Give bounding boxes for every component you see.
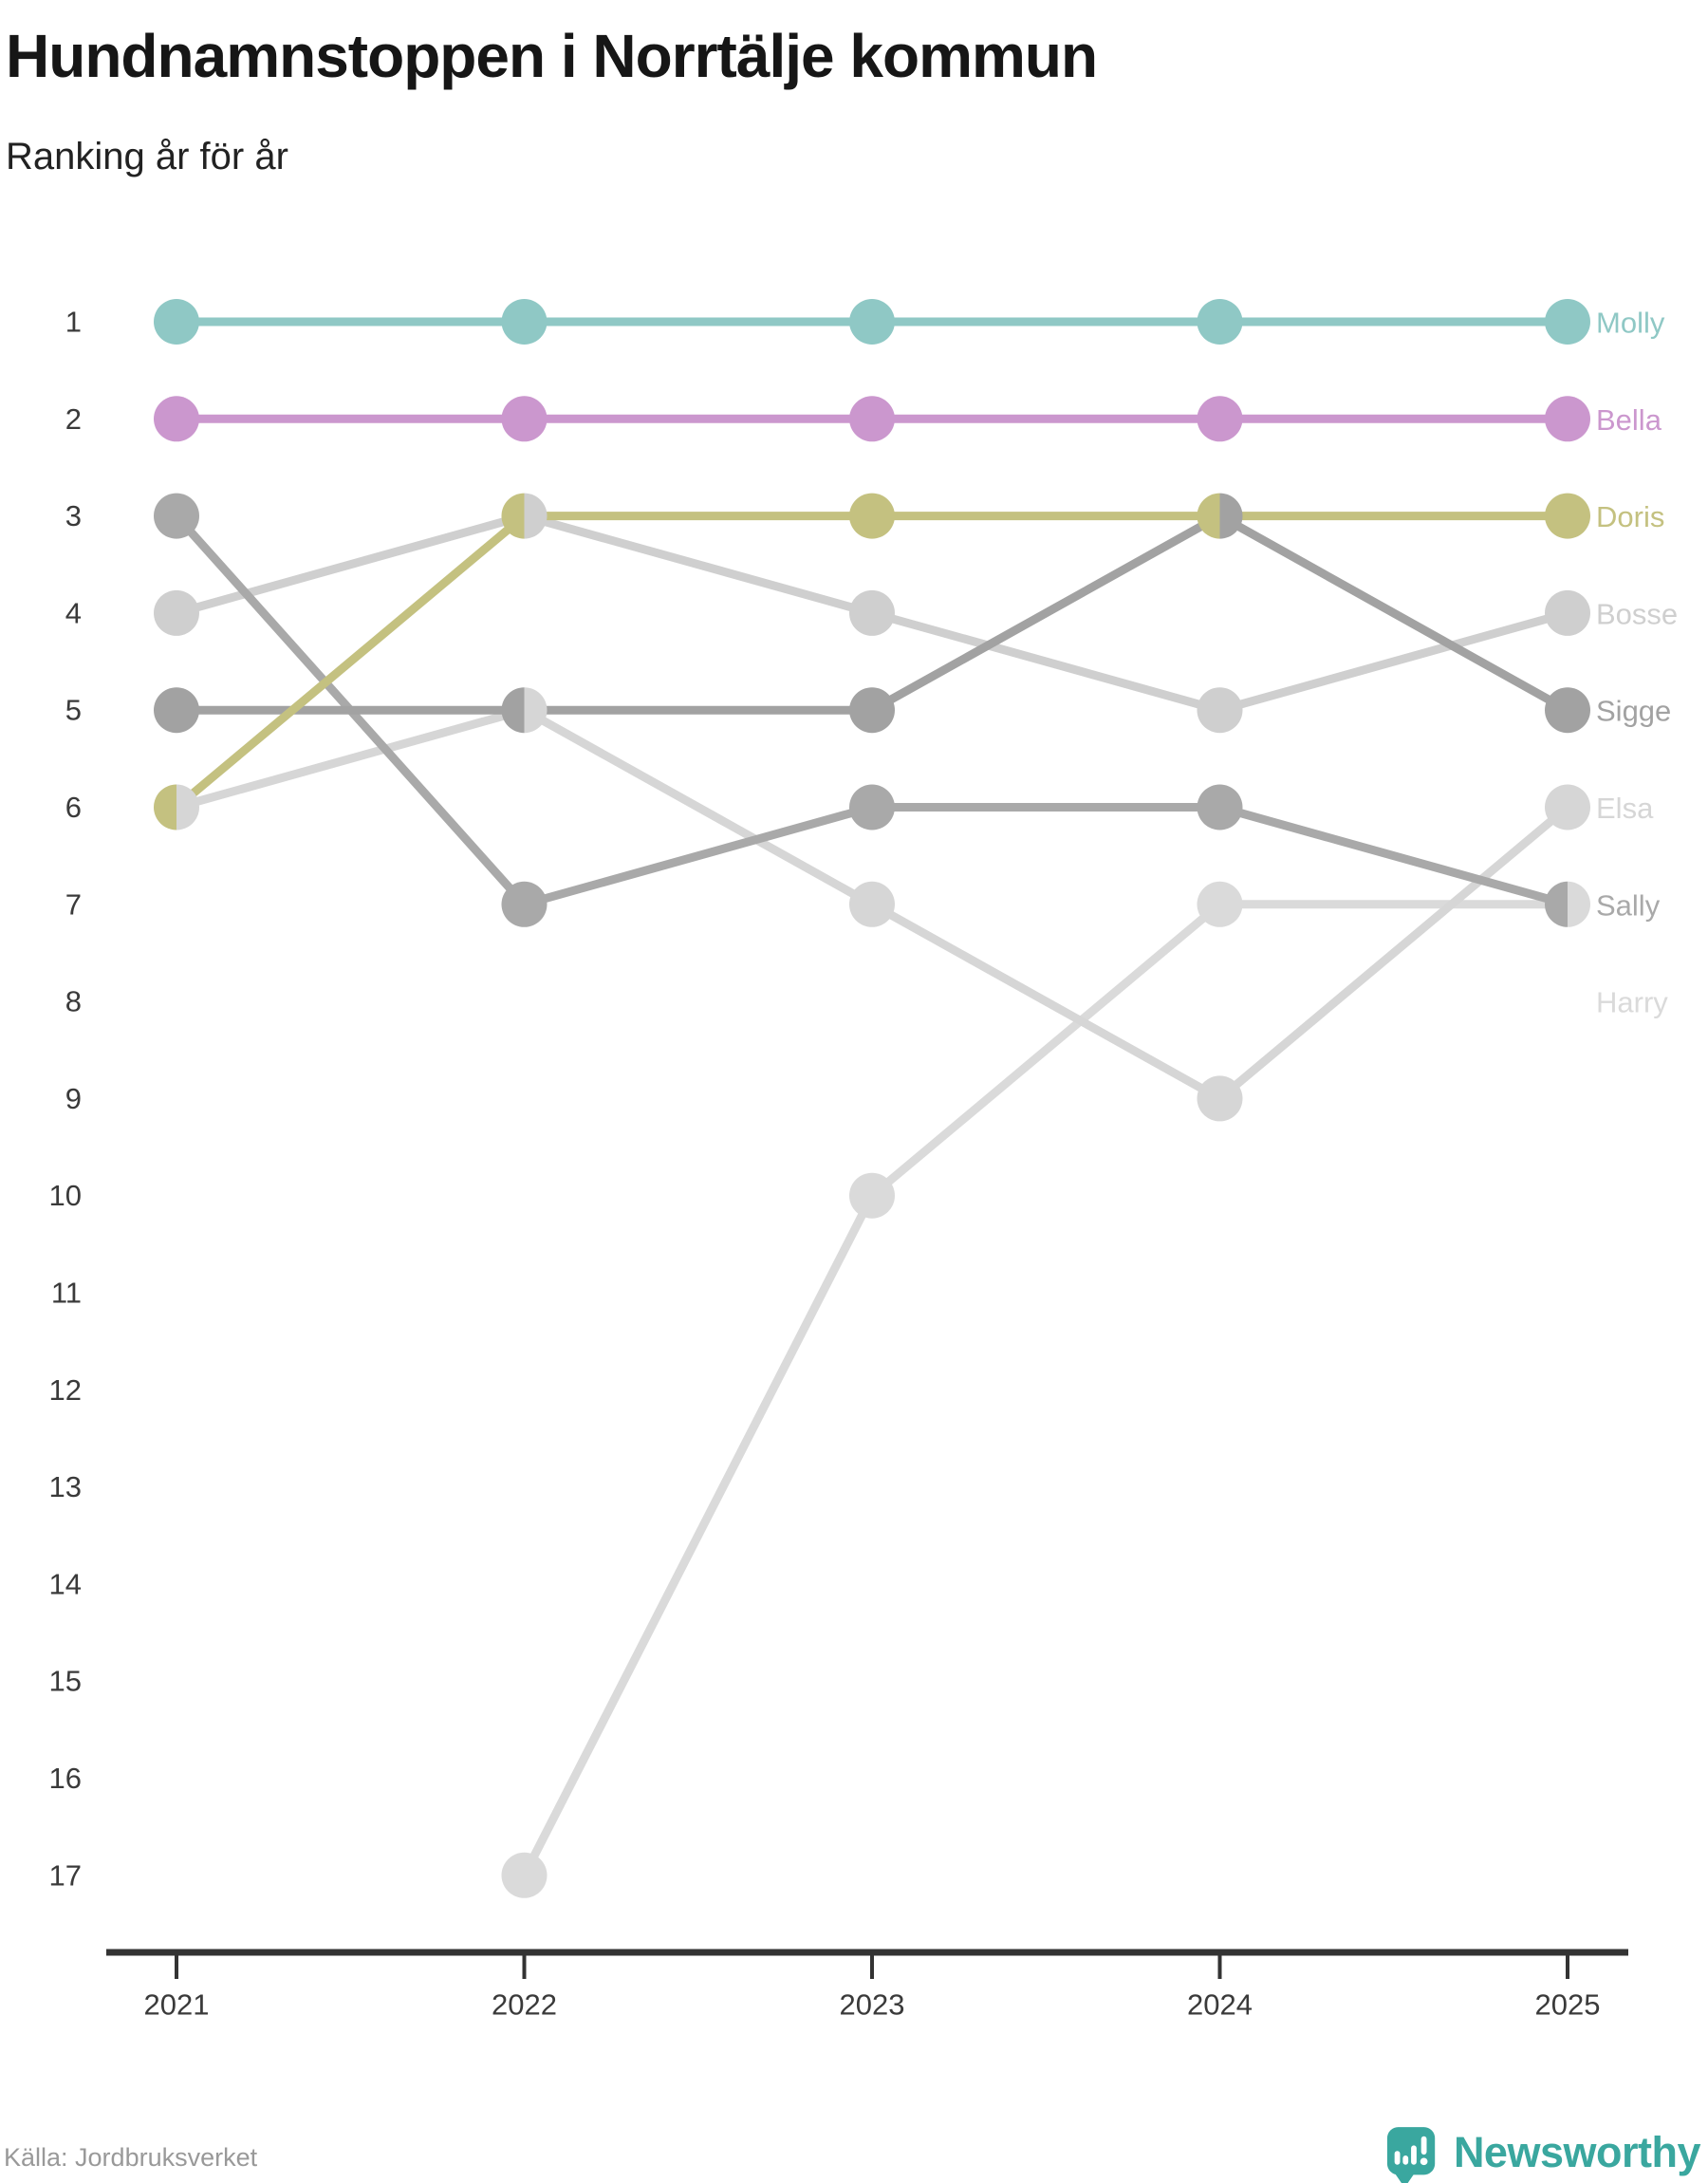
series-label-molly: Molly xyxy=(1596,307,1665,340)
series-label-harry: Harry xyxy=(1596,986,1668,1019)
data-dot-elsa xyxy=(1545,784,1590,830)
data-dot-sally xyxy=(849,784,895,830)
y-tick-label: 14 xyxy=(49,1567,82,1600)
data-dot-molly xyxy=(154,299,199,345)
source-note: Källa: Jordbruksverket xyxy=(4,2143,258,2172)
data-dot-half-doris xyxy=(154,784,176,830)
y-tick-label: 12 xyxy=(49,1373,82,1407)
data-dot-bosse xyxy=(849,589,895,636)
data-dot-harry xyxy=(1197,881,1243,927)
x-tick-label: 2024 xyxy=(1187,1988,1253,2022)
data-dot-elsa xyxy=(849,881,895,927)
y-tick-label: 6 xyxy=(65,791,82,824)
data-dot-bella xyxy=(501,396,548,442)
y-tick-label: 3 xyxy=(65,499,82,532)
y-tick-label: 2 xyxy=(65,402,82,436)
y-tick-label: 1 xyxy=(65,306,82,339)
series-label-doris: Doris xyxy=(1596,500,1664,533)
data-dot-half-bosse xyxy=(524,493,548,539)
data-dot-bella xyxy=(849,396,895,442)
x-tick-label: 2023 xyxy=(840,1988,905,2022)
data-dot-molly xyxy=(1197,299,1243,345)
x-tick-label: 2021 xyxy=(144,1988,210,2022)
series-label-bosse: Bosse xyxy=(1596,597,1678,630)
data-dot-half-doris xyxy=(501,493,525,539)
y-tick-label: 10 xyxy=(49,1179,82,1212)
data-dot-half-sigge xyxy=(1219,493,1243,539)
chart-subtitle: Ranking år för år xyxy=(6,136,288,177)
data-dot-half-sally xyxy=(1545,881,1568,927)
data-dot-molly xyxy=(501,299,548,345)
y-tick-label: 13 xyxy=(49,1470,82,1503)
data-dot-half-elsa xyxy=(176,784,199,830)
data-dot-elsa xyxy=(1197,1075,1243,1122)
y-tick-label: 9 xyxy=(65,1082,82,1115)
data-dot-harry xyxy=(849,1172,895,1219)
data-dot-molly xyxy=(849,299,895,345)
y-tick-label: 7 xyxy=(65,887,82,921)
x-tick-label: 2022 xyxy=(492,1988,557,2022)
page-title: Hundnamnstoppen i Norrtälje kommun xyxy=(6,22,1098,90)
newsworthy-wordmark: Newsworthy xyxy=(1453,2128,1701,2176)
data-dot-molly xyxy=(1545,299,1590,345)
data-dot-doris xyxy=(1545,493,1590,539)
data-dot-bella xyxy=(154,396,199,442)
y-tick-label: 15 xyxy=(49,1665,82,1698)
series-label-bella: Bella xyxy=(1596,403,1662,437)
series-label-sally: Sally xyxy=(1596,888,1661,922)
data-dot-bosse xyxy=(1545,589,1590,636)
data-dot-bosse xyxy=(1197,687,1243,734)
y-tick-label: 5 xyxy=(65,694,82,727)
data-dot-sally xyxy=(1197,784,1243,830)
series-line-harry xyxy=(520,900,1572,1880)
y-tick-label: 8 xyxy=(65,985,82,1018)
data-dot-harry xyxy=(501,1852,548,1898)
series-label-elsa: Elsa xyxy=(1596,792,1654,825)
y-tick-label: 11 xyxy=(51,1277,82,1310)
series-line-doris xyxy=(172,512,1572,812)
data-dot-sally xyxy=(154,493,199,539)
data-dot-bella xyxy=(1197,396,1243,442)
data-dot-half-elsa xyxy=(524,687,548,734)
y-tick-label: 17 xyxy=(49,1858,82,1892)
data-dot-sigge xyxy=(154,687,199,734)
newsworthy-pin-icon xyxy=(1386,2127,1436,2183)
data-dot-sally xyxy=(501,881,548,927)
series-label-sigge: Sigge xyxy=(1596,695,1671,728)
data-dot-bella xyxy=(1545,396,1590,442)
data-dot-doris xyxy=(849,493,895,539)
data-dot-sigge xyxy=(1545,687,1590,734)
data-dot-half-doris xyxy=(1197,493,1220,539)
y-tick-label: 16 xyxy=(49,1762,82,1795)
data-dot-bosse xyxy=(154,589,199,636)
x-tick-label: 2025 xyxy=(1535,1988,1601,2022)
newsworthy-logo: Newsworthy xyxy=(1385,2122,1701,2183)
data-dot-half-sigge xyxy=(501,687,525,734)
data-dot-half-harry xyxy=(1568,881,1590,927)
y-tick-label: 4 xyxy=(65,596,82,629)
data-dot-sigge xyxy=(849,687,895,734)
